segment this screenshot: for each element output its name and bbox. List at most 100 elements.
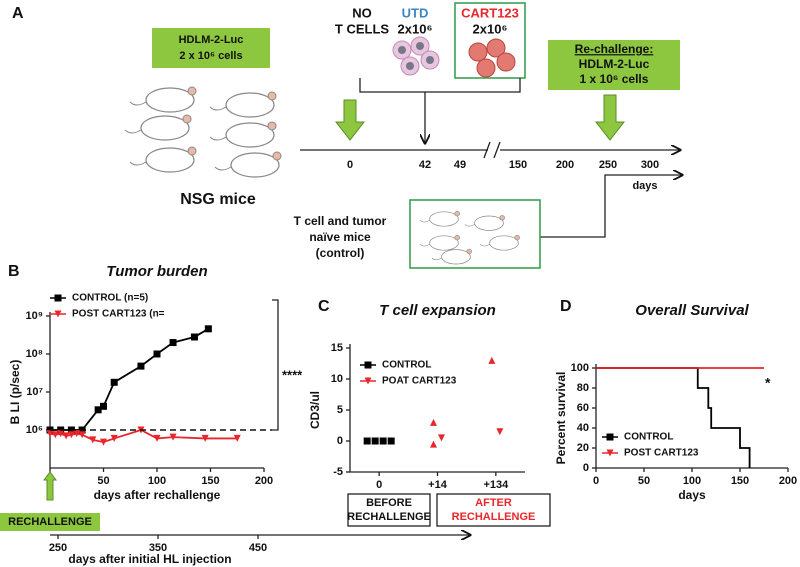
data-point [110,434,118,442]
legend-label: CONTROL (n=5) [72,293,148,304]
rechallenge-text: Re-challenge: [575,42,654,56]
data-point [371,437,379,445]
axis-line [349,344,525,473]
significance-bracket [272,299,279,431]
legend-marker [606,433,614,441]
y-tick-label: 10⁶ [26,424,43,436]
y-axis-label: B LI (p/sec) [8,360,22,425]
data-point [110,378,118,386]
legend-marker [54,294,62,302]
timeline-unit: days [632,180,657,192]
data-point [89,436,97,444]
data-point [153,350,161,358]
control-mice [419,210,520,265]
x-tick-label: 150 [201,475,219,487]
data-point [496,428,504,436]
y-tick-label: 80 [577,382,589,394]
group-label: RECHALLENGE [347,511,431,523]
y-tick-label: 10⁹ [26,310,43,322]
utd-cells [392,36,440,76]
data-point [233,434,241,442]
x2-tick-label: 450 [249,542,267,554]
control-text: naïve mice [309,230,371,244]
group-label: UTD [402,5,429,20]
timeline-tick: 200 [556,159,574,171]
data-point [430,440,437,448]
data-point [430,418,437,426]
y-tick-label: 10 [331,373,343,385]
data-point [67,431,75,439]
y-axis-label: Percent survival [554,372,568,465]
chart-title: Tumor burden [106,263,207,280]
x-tick-label: 100 [148,475,166,487]
injection-arrow [334,99,366,141]
data-point [100,402,107,410]
data-point [62,432,70,440]
data-point [387,437,395,445]
panel-letter: D [560,298,572,315]
y-tick-label: 0 [583,462,589,474]
timeline-tick: 42 [419,159,431,171]
y-tick-label: 40 [577,422,589,434]
data-point [51,431,59,439]
y-tick-label: 100 [571,362,589,374]
group-dose: 2x10⁶ [398,21,433,36]
rechallenge-text: HDLM-2-Luc [579,57,650,71]
data-point [153,434,161,442]
control-text: T cell and tumor [294,214,387,228]
x-tick-label: 200 [779,475,797,487]
panel-letter: C [318,298,330,315]
group-dose: 2x10⁶ [473,21,508,36]
x-tick-label: 150 [731,475,749,487]
tumor-box [152,28,270,68]
x-tick-label: 0 [376,479,382,491]
x-axis-label: days after rechallenge [94,488,221,502]
group-box [436,493,551,527]
legend-marker [54,310,62,318]
y-tick-label: 10⁷ [26,386,43,398]
data-point [169,433,177,441]
y-tick-label: 15 [331,342,343,354]
y-tick-label: 5 [337,404,343,416]
timeline-tick: 250 [599,159,617,171]
y-axis-label: CD3/ul [308,391,322,429]
rechallenge-box [548,40,680,90]
data-point [137,362,145,370]
x2-tick-label: 250 [49,542,67,554]
x-axis-label: days [678,488,706,502]
control-box [409,199,541,269]
control-text: (control) [316,246,365,260]
data-point [169,339,177,347]
rechallenge-arrow [43,471,57,501]
legend-label: CONTROL [624,432,673,443]
timeline-tick: 49 [454,159,466,171]
data-point [46,430,54,438]
injection-arrow [594,94,626,141]
data-point [379,437,387,445]
group-label: NO [352,5,372,20]
x-tick-label: 50 [97,475,109,487]
axis-line [49,312,264,469]
x-tick-label: +134 [483,479,509,491]
y-tick-label: 60 [577,402,589,414]
y-tick-label: 20 [577,442,589,454]
series-line [596,367,751,468]
chart-title: Overall Survival [635,302,749,319]
group-label: T CELLS [335,21,389,36]
panel-letter: A [12,5,24,22]
data-point [190,333,198,341]
panel-letter: B [8,263,20,280]
group-box [347,493,431,527]
legend-label: POAT CART123 [382,376,457,387]
x-tick-label: 50 [638,475,650,487]
annotation: * [765,375,771,391]
legend-label: POST CART123 (n= [72,309,165,320]
group-label: CART123 [461,5,519,20]
x2-axis-label: days after initial HL injection [68,552,231,566]
group-bracket [359,78,521,143]
chart-title: T cell expansion [379,302,496,319]
series-line [50,328,209,431]
group-label: RECHALLENGE [452,511,536,523]
legend-marker [364,361,372,369]
timeline-tick: 150 [509,159,527,171]
